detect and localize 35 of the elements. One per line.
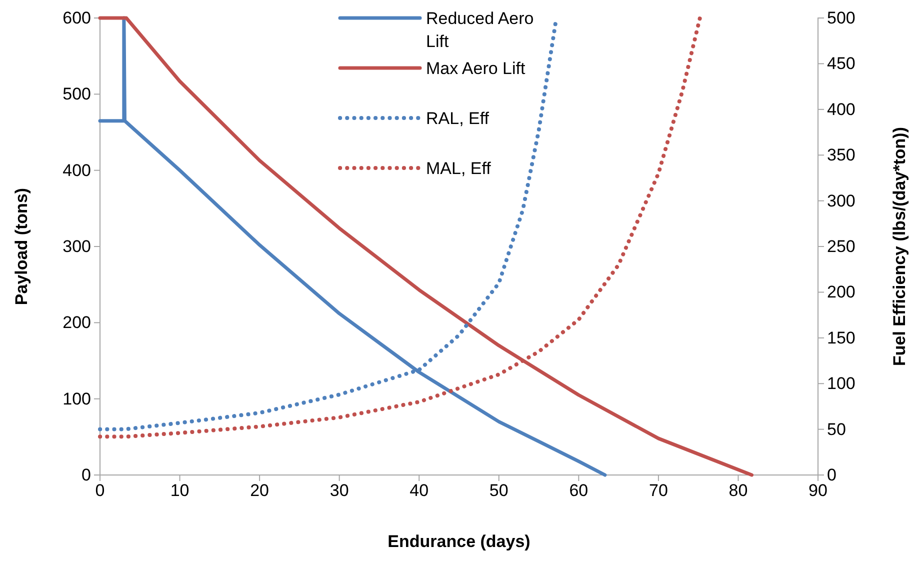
legend-label: RAL, Eff	[426, 109, 490, 128]
x-tick-label: 60	[569, 481, 588, 500]
y2-tick-label: 500	[827, 8, 856, 28]
y-tick-label: 0	[82, 465, 91, 484]
y-axis-title: Payload (tons)	[12, 188, 31, 306]
x-tick-label: 20	[250, 481, 270, 500]
x-tick-label: 50	[489, 481, 508, 500]
x-tick-label: 80	[728, 481, 748, 500]
x-axis-title: Endurance (days)	[388, 532, 530, 551]
y2-tick-label: 200	[827, 282, 856, 302]
legend-label: Max Aero Lift	[426, 59, 526, 78]
y-tick-label: 500	[62, 84, 91, 104]
legend-label: MAL, Eff	[426, 159, 492, 178]
y-tick-label: 400	[62, 160, 91, 180]
x-tick-label: 10	[170, 481, 190, 500]
y-tick-label: 600	[62, 8, 91, 28]
legend-label: Reduced Aero Lift	[426, 9, 534, 51]
y2-tick-label: 450	[827, 54, 856, 74]
y2-tick-label: 100	[827, 374, 856, 394]
y2-tick-label: 0	[827, 465, 836, 484]
y2-tick-label: 300	[827, 191, 856, 210]
y2-tick-label: 350	[827, 146, 856, 165]
x-tick-label: 70	[648, 481, 668, 500]
x-tick-label: 40	[410, 481, 429, 500]
y2-tick-label: 250	[827, 236, 856, 256]
y2-axis-title: Fuel Efficiency (lbs/(day*ton))	[890, 127, 909, 366]
y-tick-label: 200	[62, 313, 91, 332]
y2-tick-label: 150	[827, 328, 856, 348]
y2-tick-label: 400	[827, 100, 856, 119]
y-tick-label: 100	[62, 389, 91, 408]
x-tick-label: 90	[808, 481, 828, 500]
y2-tick-label: 50	[827, 420, 846, 439]
y-tick-label: 300	[62, 236, 91, 256]
x-tick-label: 30	[330, 481, 349, 500]
x-tick-label: 0	[95, 481, 105, 500]
